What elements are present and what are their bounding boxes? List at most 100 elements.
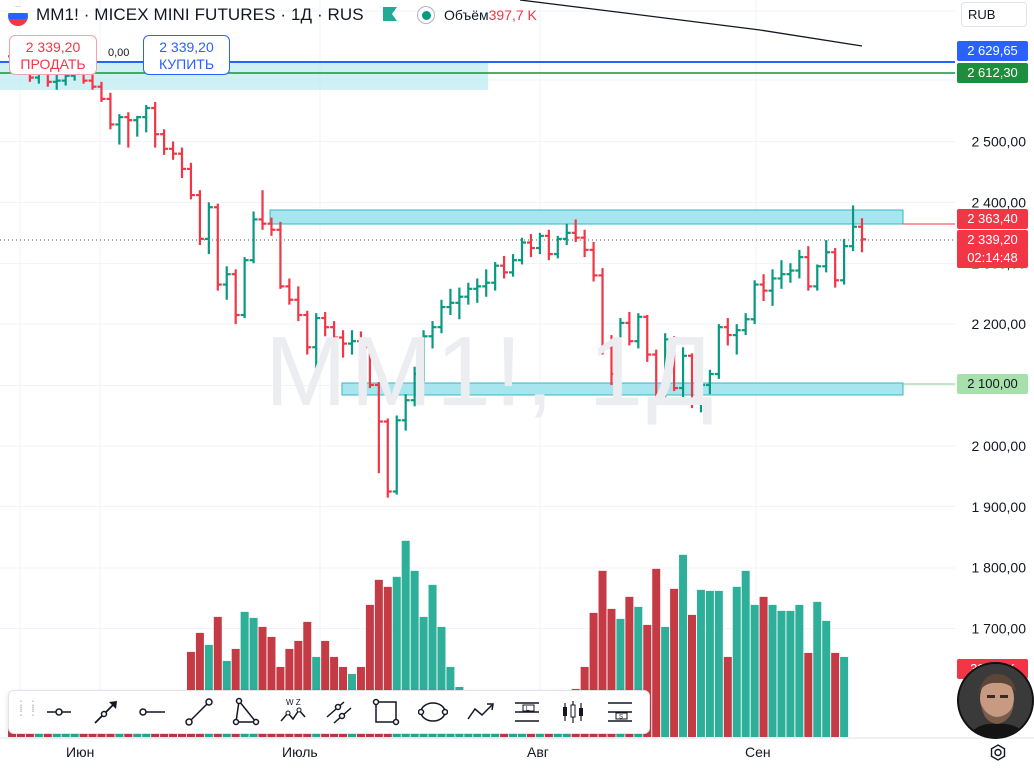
volume-bar <box>401 540 410 737</box>
parallel-channel-icon[interactable] <box>322 694 358 730</box>
price-axis-background <box>955 0 1034 740</box>
buy-label: КУПИТЬ <box>158 56 215 72</box>
ohlc-bars <box>8 50 866 498</box>
short-position-icon[interactable]: S <box>602 694 638 730</box>
last-price-label: 2 339,20 <box>957 230 1028 250</box>
volume-bar <box>688 614 696 737</box>
volume-bar <box>195 632 204 737</box>
ohlc-bar <box>804 246 813 291</box>
time-axis-tick-label: Июль <box>282 744 318 760</box>
ohlc-bar <box>437 299 446 334</box>
ohlc-bar <box>178 147 186 179</box>
volume-bar <box>652 568 661 737</box>
ohlc-bar <box>526 234 535 258</box>
ohlc-bar <box>786 263 795 283</box>
grid-lines <box>0 0 955 737</box>
ohlc-bar <box>410 366 419 407</box>
volume-bar <box>732 586 741 737</box>
volume-bar <box>321 640 330 737</box>
volume-bar <box>723 656 732 737</box>
ohlc-bar <box>348 330 356 355</box>
ohlc-bar <box>562 223 571 245</box>
ohlc-bar <box>813 264 822 291</box>
ohlc-bar <box>204 202 213 255</box>
ohlc-bar <box>759 274 768 301</box>
ellipse-icon[interactable] <box>415 694 451 730</box>
volume-bar <box>428 584 437 737</box>
volume-bar <box>822 620 831 737</box>
ohlc-bar <box>840 238 849 285</box>
settings-gear-icon[interactable] <box>988 743 1008 763</box>
drag-handle-icon[interactable]: ⋮⋮ ⋮⋮ <box>15 698 39 718</box>
ohlc-bar <box>652 349 661 405</box>
ohlc-bar <box>634 313 643 349</box>
volume-bar <box>777 610 786 737</box>
trend-line-icon[interactable] <box>181 694 217 730</box>
volume-bar <box>383 586 392 737</box>
ohlc-bar <box>294 286 303 322</box>
ohlc-bar <box>383 418 392 498</box>
ohlc-bar <box>240 257 249 319</box>
sell-button[interactable]: 2 339,20 ПРОДАТЬ <box>9 35 97 75</box>
ohlc-bar <box>670 336 679 392</box>
buy-button[interactable]: 2 339,20 КУПИТЬ <box>143 35 230 75</box>
ohlc-bar <box>688 353 696 409</box>
volume-bar <box>258 626 267 737</box>
volume-bar <box>741 570 750 737</box>
wxyz-pattern-icon[interactable]: W Z <box>275 694 311 730</box>
ohlc-bar <box>124 112 133 148</box>
rectangle-icon[interactable] <box>368 694 404 730</box>
ohlc-bar <box>133 115 142 137</box>
long-position-icon[interactable]: L <box>509 694 545 730</box>
ohlc-bar <box>822 240 831 273</box>
ohlc-bar <box>768 269 777 306</box>
spread-value: 0,00 <box>108 47 130 59</box>
time-axis-tick-label: Авг <box>527 744 549 760</box>
price-axis-tick-label: 1 700,00 <box>972 621 1027 637</box>
volume-bar <box>696 589 705 737</box>
flag-marker-icon[interactable] <box>381 6 399 22</box>
ohlc-bar <box>249 211 258 264</box>
triangle-pattern-icon[interactable] <box>228 694 264 730</box>
ohlc-bar <box>401 394 410 431</box>
ohlc-bar <box>616 318 625 379</box>
ohlc-bar <box>186 162 195 200</box>
ohlc-bar <box>258 190 267 230</box>
ohlc-bar <box>455 287 464 320</box>
buy-price: 2 339,20 <box>159 39 214 55</box>
volume-bar <box>249 617 258 737</box>
time-axis-tick-label: Сен <box>745 744 771 760</box>
ohlc-bar <box>231 269 240 325</box>
horizontal-line-icon[interactable] <box>135 694 171 730</box>
ohlc-bar <box>106 92 115 130</box>
ohlc-bar <box>696 378 705 413</box>
volume-bar <box>831 652 840 737</box>
ohlc-bar <box>625 311 634 346</box>
ohlc-bar <box>392 415 401 495</box>
volume-bar <box>419 616 428 737</box>
volume-bar <box>840 656 849 737</box>
ohlc-bar <box>491 262 500 291</box>
ohlc-bar <box>795 249 804 279</box>
ohlc-bar <box>464 282 473 305</box>
volume-bar <box>365 604 374 737</box>
ohlc-bar <box>97 81 106 102</box>
user-avatar[interactable] <box>957 662 1034 739</box>
volume-bar <box>750 604 759 737</box>
horizontal-ray-icon[interactable] <box>41 694 77 730</box>
candles-icon[interactable] <box>555 694 591 730</box>
visibility-icon[interactable] <box>417 6 435 24</box>
volume-bar <box>625 596 634 737</box>
price-axis-tick-label: 2 500,00 <box>972 134 1027 150</box>
ohlc-bar <box>544 229 553 261</box>
path-icon[interactable] <box>462 694 498 730</box>
currency-selector[interactable]: RUB <box>961 2 1027 27</box>
volume-bar <box>607 608 616 737</box>
volume-bar <box>795 604 804 737</box>
volume-bar <box>786 610 795 737</box>
ohlc-bar <box>312 313 321 376</box>
green-line-price-label: 2 612,30 <box>957 63 1028 83</box>
symbol-title[interactable]: MM1! · MICEX MINI FUTURES · 1Д · RUS <box>36 5 364 24</box>
price-axis-tick-label: 1 900,00 <box>972 499 1027 515</box>
arrow-line-icon[interactable] <box>88 694 124 730</box>
